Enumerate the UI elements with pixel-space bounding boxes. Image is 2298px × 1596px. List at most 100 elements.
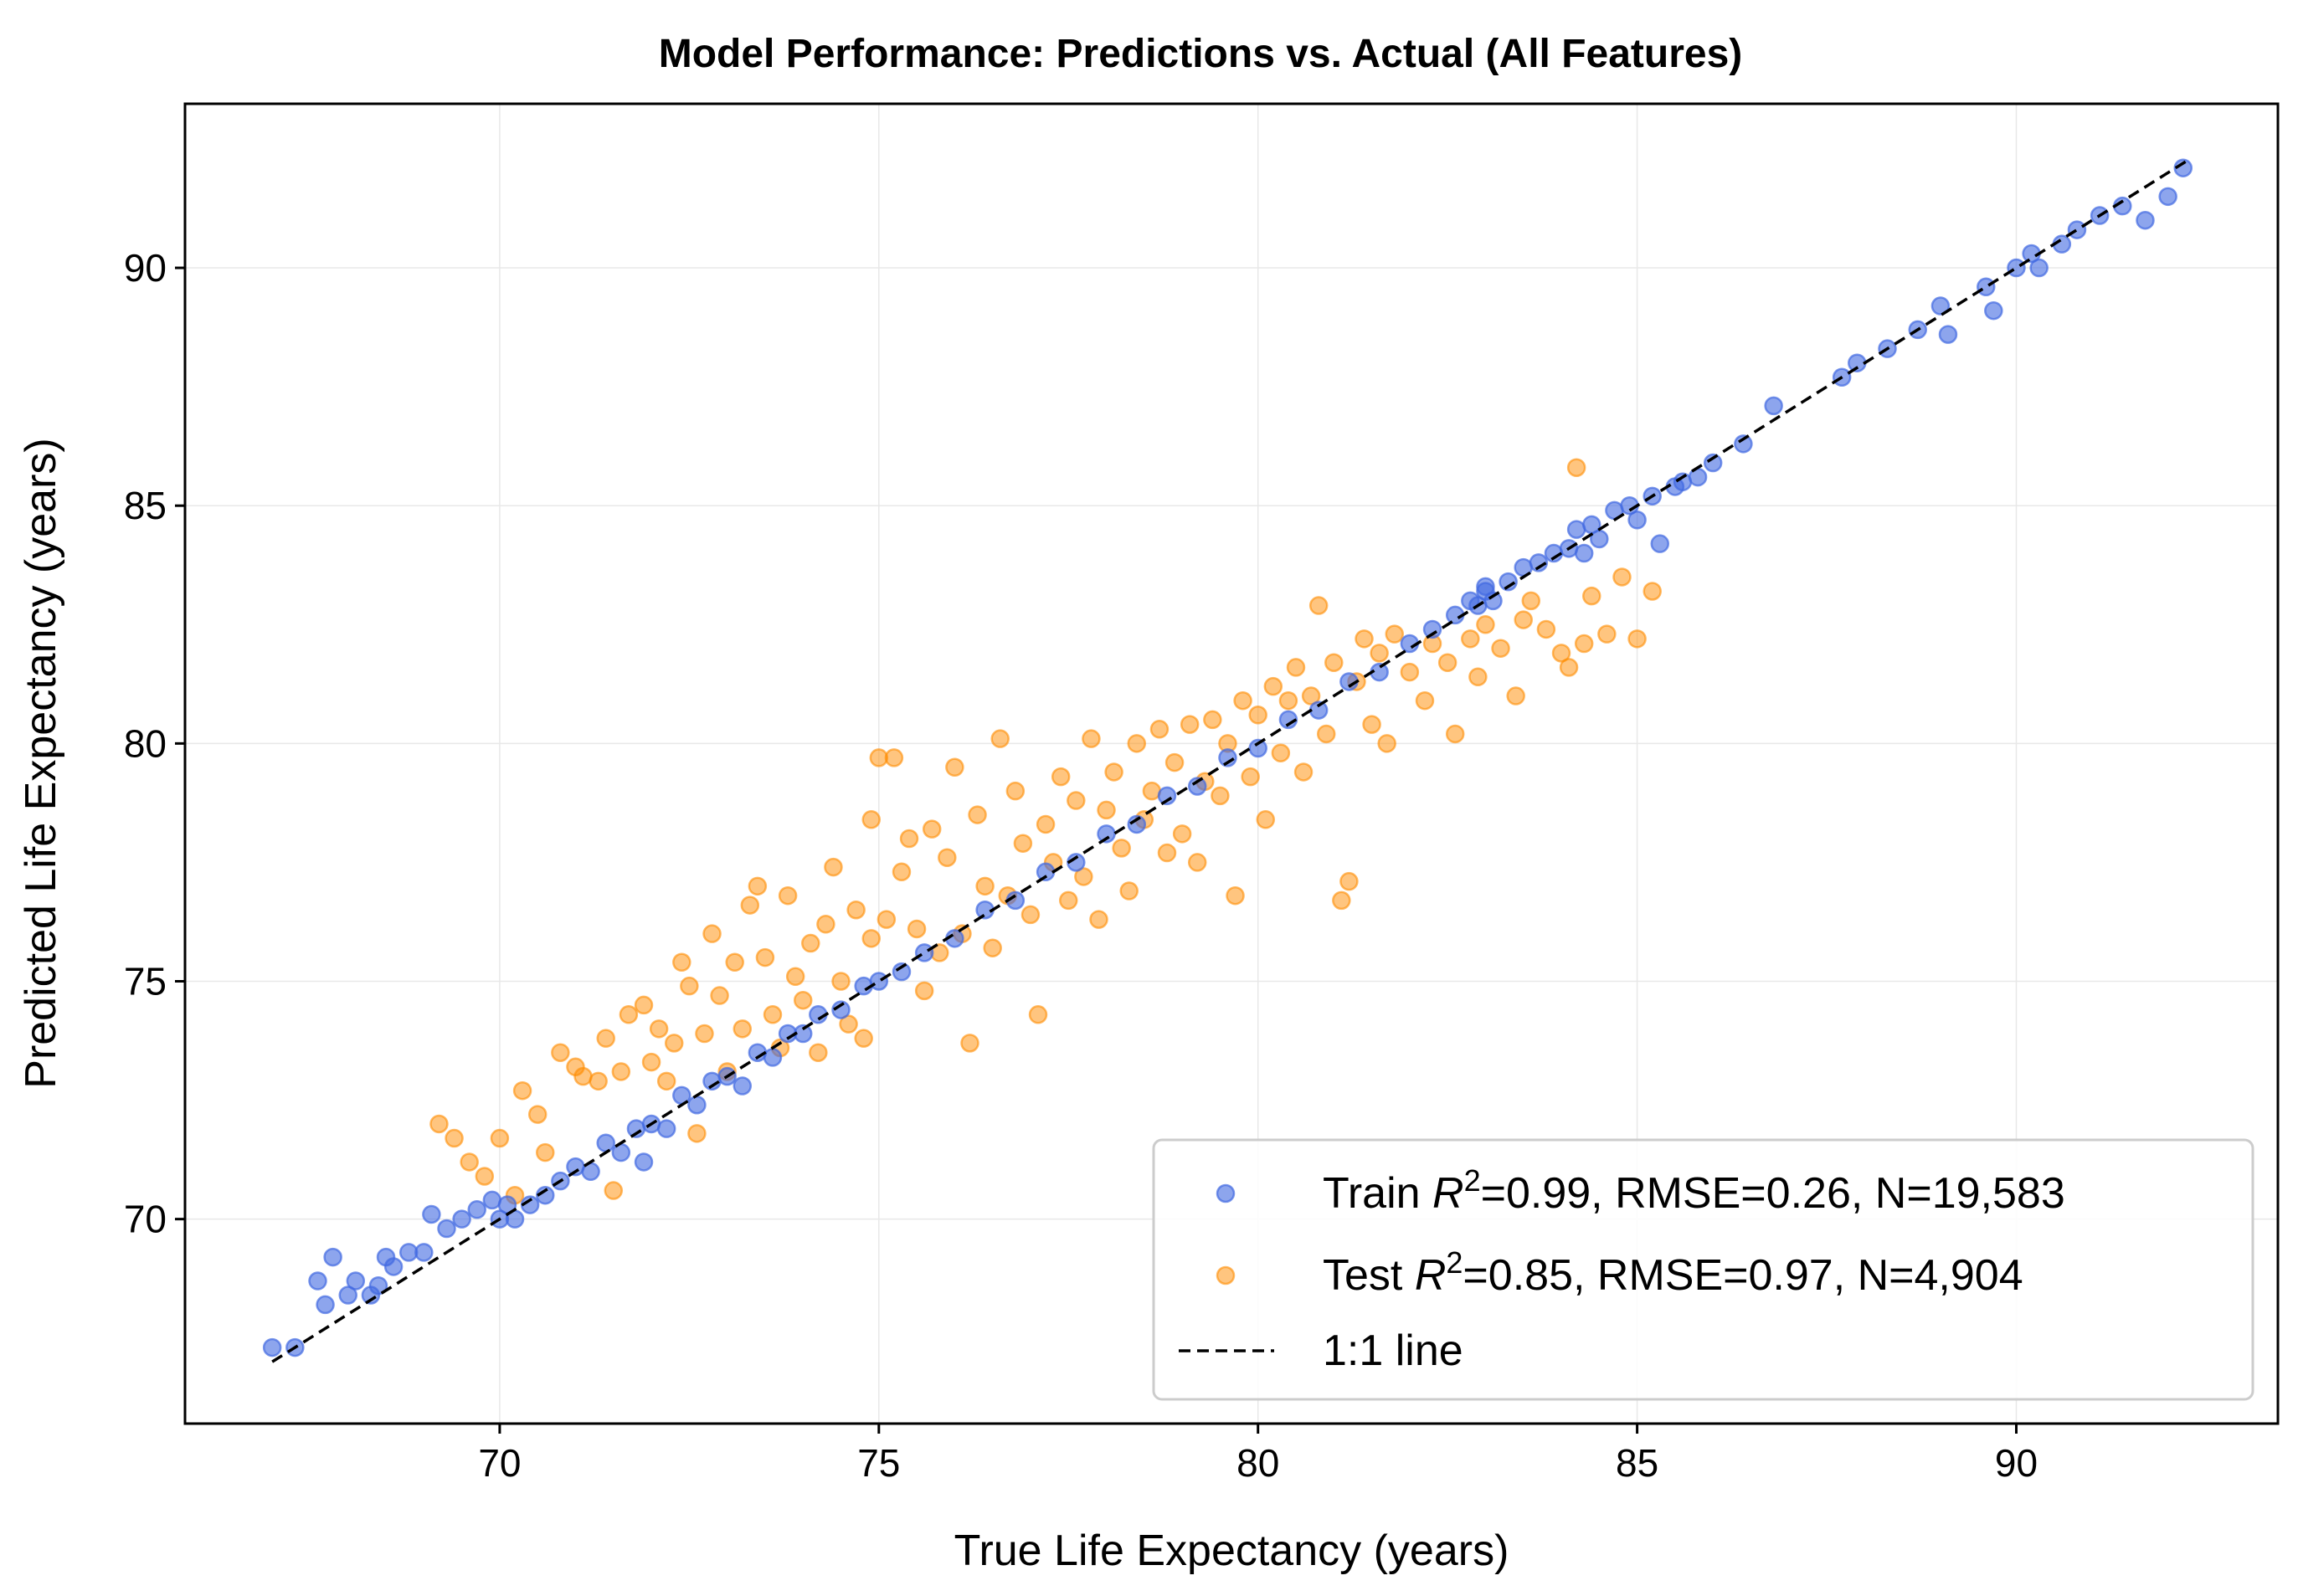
test-point — [733, 1019, 753, 1039]
test-point — [596, 1029, 615, 1048]
test-point — [763, 1005, 783, 1024]
train-point — [1590, 529, 1609, 549]
train-point — [1650, 534, 1670, 553]
test-point — [1164, 752, 1185, 772]
train-point — [316, 1295, 335, 1315]
train-point — [1734, 434, 1753, 454]
test-point — [1514, 610, 1533, 629]
train-point — [368, 1275, 388, 1296]
test-point — [785, 967, 805, 987]
test-point — [1059, 890, 1078, 911]
train-point — [1476, 577, 1495, 597]
train-point — [338, 1286, 357, 1305]
test-point — [475, 1167, 495, 1186]
train-point — [1529, 553, 1549, 572]
y-tick-label: 85 — [124, 484, 167, 527]
test-point — [1415, 690, 1435, 711]
test-point — [589, 1071, 608, 1091]
test-point — [922, 819, 942, 839]
legend-line-label: 1:1 line — [1323, 1327, 1463, 1375]
test-point — [1293, 762, 1314, 782]
test-point — [1226, 885, 1245, 906]
test-point — [1187, 853, 1207, 872]
legend-test-label: Test R2=0.85, RMSE=0.97, N=4,904 — [1323, 1245, 2023, 1300]
test-point — [1597, 624, 1617, 644]
test-point — [877, 910, 897, 929]
test-point — [975, 876, 995, 896]
test-point — [527, 1105, 548, 1124]
legend-box — [1152, 1138, 2254, 1401]
train-point — [1067, 853, 1086, 872]
test-point — [429, 1114, 449, 1134]
test-point — [634, 995, 654, 1015]
train-point — [687, 1095, 707, 1115]
test-point — [755, 947, 775, 967]
test-point — [816, 915, 835, 934]
x-tick-label: 75 — [857, 1441, 900, 1485]
test-point — [1119, 881, 1139, 901]
test-point — [702, 924, 722, 943]
test-point — [1339, 871, 1359, 891]
test-point — [1355, 629, 1374, 649]
chart-title: Model Performance: Predictions vs. Actua… — [659, 32, 1743, 76]
test-point — [649, 1019, 669, 1039]
test-point — [824, 857, 843, 877]
y-tick-label: 80 — [124, 721, 167, 765]
test-point — [1233, 690, 1252, 711]
train-point — [308, 1271, 327, 1291]
train-point — [733, 1076, 753, 1096]
test-point — [801, 933, 820, 953]
train-point — [611, 1142, 631, 1162]
train-point — [1278, 710, 1298, 730]
legend-test-marker — [1216, 1265, 1236, 1286]
test-point — [1278, 690, 1298, 711]
test-point — [460, 1152, 479, 1172]
test-point — [1324, 653, 1344, 672]
train-point — [2173, 158, 2193, 177]
train-point — [1097, 824, 1116, 844]
test-point — [1582, 586, 1601, 606]
test-point — [1013, 834, 1033, 853]
test-point — [1566, 458, 1586, 477]
y-tick-label: 70 — [124, 1198, 167, 1241]
test-point — [778, 885, 798, 906]
test-point — [1377, 734, 1396, 753]
test-point — [687, 1124, 707, 1143]
train-point — [437, 1219, 456, 1239]
train-point — [1187, 777, 1207, 796]
train-point — [383, 1257, 404, 1276]
test-point — [1241, 767, 1260, 787]
legend-train-label: Train R2=0.99, RMSE=0.26, N=19,583 — [1323, 1163, 2065, 1218]
test-point — [1172, 824, 1192, 844]
train-point — [2136, 210, 2155, 230]
test-point — [846, 900, 866, 920]
test-point — [512, 1080, 532, 1101]
test-point — [611, 1062, 631, 1081]
train-point — [1574, 543, 1594, 563]
test-point — [1385, 624, 1404, 644]
train-point — [1703, 453, 1723, 473]
test-point — [793, 990, 813, 1010]
test-point — [892, 862, 912, 882]
test-point — [899, 829, 919, 849]
train-point — [346, 1271, 366, 1291]
test-point — [1370, 644, 1389, 663]
train-point — [831, 1000, 851, 1019]
test-point — [725, 952, 744, 972]
test-point — [839, 1014, 858, 1034]
test-point — [1316, 724, 1336, 744]
test-point — [945, 757, 964, 777]
train-point — [1499, 572, 1518, 592]
test-point — [1461, 629, 1480, 649]
test-point — [1005, 781, 1026, 801]
test-point — [445, 1128, 464, 1148]
test-point — [1180, 715, 1200, 734]
test-point — [1506, 686, 1525, 706]
train-point — [1248, 738, 1267, 758]
test-point — [1400, 662, 1420, 682]
test-point — [1036, 814, 1056, 834]
test-point — [1074, 867, 1093, 886]
train-point — [1764, 396, 1783, 416]
test-point — [960, 1034, 979, 1053]
test-point — [1020, 905, 1041, 925]
